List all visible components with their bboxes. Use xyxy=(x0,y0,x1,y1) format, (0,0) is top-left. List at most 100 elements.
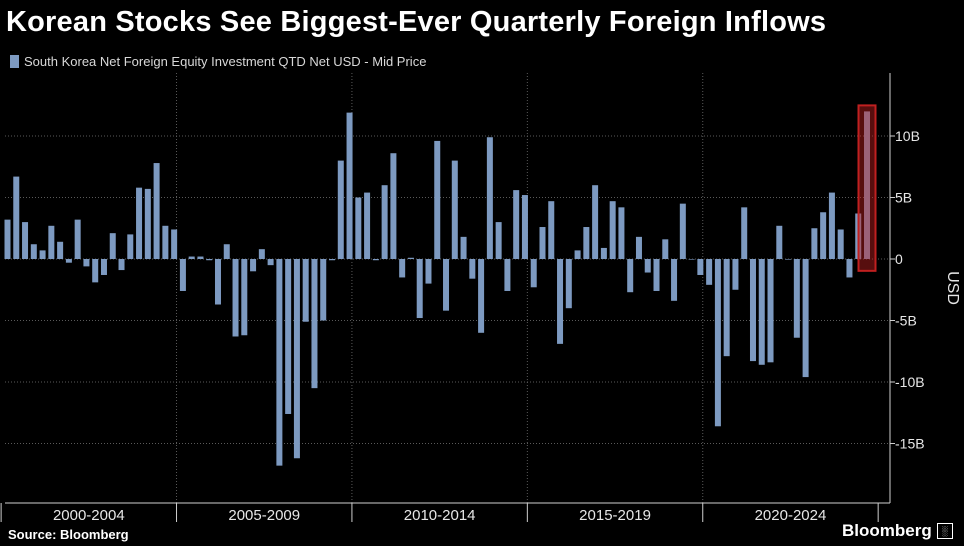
bar xyxy=(399,259,406,278)
bar xyxy=(714,259,721,427)
bar xyxy=(214,259,221,305)
bar xyxy=(364,192,371,259)
bar xyxy=(785,259,792,260)
y-tick-label: -5B xyxy=(895,313,917,329)
legend-swatch xyxy=(10,55,19,68)
bar xyxy=(65,259,72,263)
bar xyxy=(671,259,678,301)
x-tick-label: 2015-2019 xyxy=(579,507,651,524)
x-tick-label: 2000-2004 xyxy=(53,507,125,524)
bar xyxy=(57,241,64,259)
bar xyxy=(635,236,642,259)
y-tick-label: -10B xyxy=(895,374,925,390)
bar xyxy=(22,222,29,259)
bar xyxy=(820,212,827,259)
bloomberg-logo: Bloomberg ░ xyxy=(842,521,953,541)
legend: South Korea Net Foreign Equity Investmen… xyxy=(10,54,426,69)
bar xyxy=(13,176,20,259)
bar xyxy=(600,247,607,259)
bar xyxy=(486,137,493,259)
bar xyxy=(460,236,467,259)
bar xyxy=(583,227,590,259)
bar xyxy=(697,259,704,275)
bar xyxy=(644,259,651,273)
chart-logo-icon: ░ xyxy=(936,523,953,539)
bar xyxy=(346,112,353,259)
y-tick-label: 0 xyxy=(895,251,903,267)
bar xyxy=(188,256,195,259)
bar xyxy=(574,250,581,259)
bar xyxy=(407,257,414,259)
bar xyxy=(206,259,213,261)
bar xyxy=(565,259,572,309)
bar xyxy=(416,259,423,319)
bar xyxy=(74,219,81,259)
highlight-box xyxy=(857,104,877,272)
bar xyxy=(100,259,107,275)
bar xyxy=(802,259,809,378)
bar xyxy=(767,259,774,363)
bar xyxy=(443,259,450,311)
bar xyxy=(171,229,178,259)
bar xyxy=(776,225,783,259)
bar xyxy=(337,160,344,259)
bar xyxy=(293,259,300,459)
brand-label: Bloomberg xyxy=(842,521,932,540)
bar xyxy=(355,197,362,259)
bar xyxy=(504,259,511,291)
bar xyxy=(837,229,844,259)
bar xyxy=(153,163,160,259)
bar xyxy=(179,259,186,291)
bar xyxy=(495,222,502,259)
bar xyxy=(793,259,800,338)
bar xyxy=(425,259,432,284)
bar xyxy=(548,201,555,259)
bar xyxy=(381,185,388,259)
bar xyxy=(30,244,37,259)
bar xyxy=(627,259,634,293)
bar xyxy=(688,259,695,260)
bar xyxy=(530,259,537,288)
bar xyxy=(592,185,599,259)
bar xyxy=(118,259,125,271)
bar xyxy=(609,201,616,259)
bar xyxy=(451,160,458,259)
bar xyxy=(618,207,625,259)
bar xyxy=(127,234,134,259)
chart-title: Korean Stocks See Biggest-Ever Quarterly… xyxy=(6,6,827,38)
legend-label: South Korea Net Foreign Equity Investmen… xyxy=(24,54,427,69)
x-tick-label: 2005-2009 xyxy=(228,507,300,524)
bar xyxy=(741,207,748,259)
bar xyxy=(513,190,520,259)
bar xyxy=(276,259,283,466)
bar xyxy=(662,239,669,259)
bar xyxy=(267,259,274,266)
y-axis-label: USD xyxy=(944,271,961,305)
bar xyxy=(828,192,835,259)
bar xyxy=(521,195,528,259)
bar xyxy=(136,187,143,259)
y-tick-label: 10B xyxy=(895,128,920,144)
bar xyxy=(311,259,318,389)
y-tick-label: -15B xyxy=(895,436,925,452)
x-tick-label: 2020-2024 xyxy=(755,507,827,524)
bar xyxy=(302,259,309,322)
bar xyxy=(144,188,151,259)
bar xyxy=(846,259,853,278)
source-note: Source: Bloomberg xyxy=(8,527,129,542)
bar xyxy=(232,259,239,337)
bar xyxy=(285,259,292,414)
bar xyxy=(223,244,230,259)
bar xyxy=(539,227,546,259)
bar xyxy=(241,259,248,336)
bar xyxy=(653,259,660,291)
bar xyxy=(258,249,265,259)
bar xyxy=(320,259,327,321)
bar xyxy=(864,111,870,260)
x-tick-label: 2010-2014 xyxy=(404,507,476,524)
bar xyxy=(329,259,336,261)
bar xyxy=(83,259,90,267)
bar xyxy=(706,259,713,285)
bar xyxy=(469,259,476,279)
